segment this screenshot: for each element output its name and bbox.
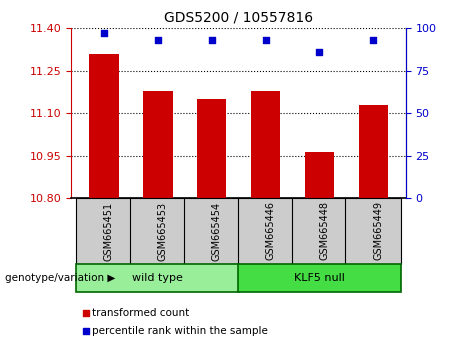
Text: GSM665449: GSM665449 [373,201,384,261]
Text: percentile rank within the sample: percentile rank within the sample [92,326,268,336]
Text: wild type: wild type [132,273,183,283]
Point [83,328,90,334]
Point [370,38,377,43]
Title: GDS5200 / 10557816: GDS5200 / 10557816 [164,10,313,24]
Text: KLF5 null: KLF5 null [294,273,345,283]
Text: GSM665453: GSM665453 [158,201,168,261]
Bar [305,152,334,198]
Text: GSM665446: GSM665446 [266,201,276,261]
Point [316,49,323,55]
Text: genotype/variation ▶: genotype/variation ▶ [5,273,115,283]
Text: GSM665451: GSM665451 [104,201,114,261]
Point [154,38,161,43]
Text: GSM665448: GSM665448 [319,201,330,261]
Bar [89,54,118,198]
Point [100,30,107,36]
Bar [143,91,172,198]
Text: GSM665454: GSM665454 [212,201,222,261]
Bar [197,99,226,198]
Bar [251,91,280,198]
Bar [359,105,388,198]
Point [208,38,215,43]
Point [262,38,269,43]
Text: transformed count: transformed count [92,308,189,318]
Point [83,310,90,316]
